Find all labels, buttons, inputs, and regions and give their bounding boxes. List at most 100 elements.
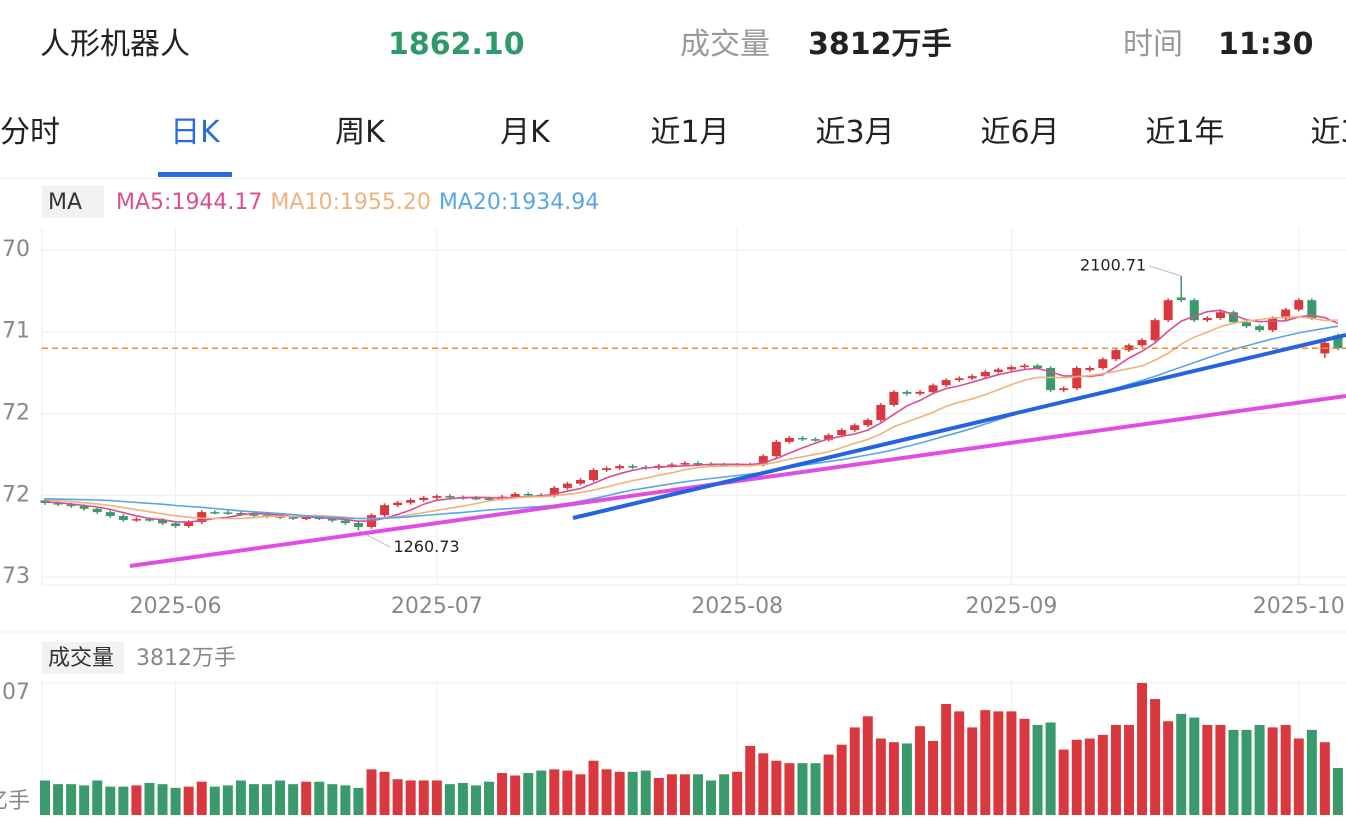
candle-body: [928, 385, 938, 392]
volume-bar: [314, 781, 325, 815]
candle-body: [615, 466, 625, 469]
volume-bar: [510, 775, 521, 815]
candle-body: [797, 437, 807, 440]
tab[interactable]: 周K: [335, 115, 385, 150]
time-label: 时间: [1123, 27, 1183, 62]
candle-body: [1085, 367, 1095, 371]
tab-indicator: [158, 172, 232, 177]
volume-bar: [836, 744, 847, 815]
annotation: 1260.73: [393, 537, 459, 556]
candle-body: [941, 380, 951, 386]
candle-body: [771, 441, 781, 457]
volume-bar: [967, 727, 978, 815]
y-tick-label: 1646.72: [0, 400, 30, 425]
candle-body: [1059, 388, 1069, 391]
volume-bar: [562, 770, 573, 815]
candle-body: [575, 480, 585, 484]
volume-bar: [614, 771, 625, 815]
volume-bar: [170, 787, 181, 815]
volume-bar: [1045, 722, 1056, 815]
candle-body: [406, 500, 416, 503]
volume-title: 成交量: [48, 646, 114, 671]
candle-body: [197, 512, 207, 523]
volume-bar: [405, 780, 416, 815]
tab[interactable]: 近1年: [1145, 115, 1225, 150]
candle-body: [236, 513, 246, 515]
candle-body: [667, 464, 677, 467]
candle-body: [66, 504, 76, 507]
volume-bar: [92, 780, 103, 815]
candle-body: [1215, 312, 1225, 319]
candle-body: [353, 523, 363, 527]
candle-body: [419, 497, 429, 501]
candle-body: [863, 420, 873, 426]
candle-body: [758, 456, 768, 465]
y-tick-label: 2186.70: [0, 237, 30, 262]
ma-line: [44, 315, 1338, 520]
volume-bar: [993, 711, 1004, 815]
volume-bar: [862, 716, 873, 815]
volume-bar: [810, 763, 821, 815]
candle-body: [1255, 326, 1265, 331]
y-tick-label: 1376.72: [0, 482, 30, 507]
candle-body: [210, 512, 220, 514]
tab[interactable]: 近1月: [650, 115, 730, 150]
volume-bar: [157, 784, 168, 815]
volume-bar: [366, 769, 377, 815]
candle-body: [105, 512, 115, 517]
volume-bar: [444, 784, 455, 815]
candle-body: [131, 519, 141, 521]
trend-line: [129, 394, 1346, 568]
volume-bar: [536, 770, 547, 815]
volume-bar: [1189, 717, 1200, 815]
stock-price: 1862.10: [388, 27, 525, 62]
volume-bar: [327, 784, 338, 815]
volume-bar: [901, 743, 912, 815]
tab[interactable]: 分时: [0, 115, 60, 150]
volume-bar: [745, 745, 756, 815]
volume-bar: [418, 780, 429, 815]
tab[interactable]: 月K: [500, 115, 550, 150]
volume-bar: [105, 786, 116, 815]
plot: 2186.70 1916.71 1646.72 1376.72 1106.73 1.07 亿…: [0, 186, 1346, 818]
candle-body: [1006, 367, 1016, 370]
volume-bar: [1306, 729, 1317, 815]
volume-bar: [771, 760, 782, 815]
volume-bar: [875, 738, 886, 815]
annotation-leader: [1149, 265, 1182, 277]
volume-bar: [1267, 727, 1278, 815]
volume-bar: [118, 786, 129, 815]
volume-bar: [1163, 721, 1174, 815]
volume-bar: [523, 773, 534, 815]
tab[interactable]: 近6月: [980, 115, 1060, 150]
volume-bar: [679, 774, 690, 815]
candle-body: [1163, 300, 1173, 321]
tab[interactable]: 近3月: [815, 115, 895, 150]
tab[interactable]: 近3年: [1310, 115, 1346, 150]
volume-value: 3812万手: [808, 27, 952, 62]
volume-bar: [954, 711, 965, 815]
candle-body: [249, 514, 259, 516]
volume-bar: [1006, 711, 1017, 815]
candle-body: [850, 425, 860, 431]
volume-bar: [784, 763, 795, 815]
volume-bar: [666, 774, 677, 815]
volume-bar: [1058, 749, 1069, 815]
volume-bar: [131, 785, 142, 815]
candle-body: [1137, 340, 1147, 346]
volume-bar: [144, 782, 155, 815]
volume-bar: [627, 771, 638, 815]
volume-bar: [1228, 729, 1239, 815]
divider: [0, 178, 1346, 179]
y-tick-label: 1106.73: [0, 564, 30, 589]
volume-bar: [758, 753, 769, 815]
volume-bar: [79, 785, 90, 815]
candle-body: [92, 508, 102, 513]
legend-box: [42, 186, 104, 218]
x-tick-label: 2025-08: [691, 594, 783, 619]
candle-body: [993, 369, 1003, 372]
tab[interactable]: 日K: [170, 115, 220, 150]
volume-bar: [183, 786, 194, 815]
candle-body: [484, 498, 494, 500]
candle-body: [1189, 300, 1199, 321]
